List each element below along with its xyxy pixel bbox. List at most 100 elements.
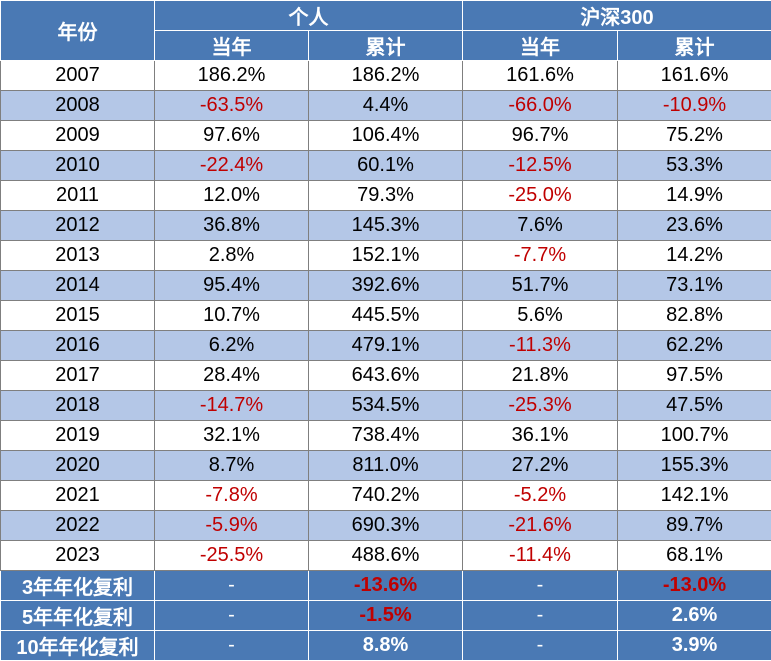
personal-annual-cell: 97.6%: [154, 120, 309, 151]
year-cell: 2010: [0, 150, 155, 181]
personal-annual-cell: 36.8%: [154, 210, 309, 241]
year-cell: 2012: [0, 210, 155, 241]
year-cell: 2016: [0, 330, 155, 361]
personal-annual-cell: 186.2%: [154, 60, 309, 91]
year-header: 年份: [0, 0, 155, 61]
year-cell: 2022: [0, 510, 155, 541]
summary-row: 5年年化复利 - -1.5% -2.6%: [0, 600, 771, 631]
personal-annual-cell: 8.7%: [154, 450, 309, 481]
year-cell: 2019: [0, 420, 155, 451]
summary-label-cell: 10年年化复利: [0, 630, 155, 661]
index-cumulative-cell: 14.9%: [617, 180, 771, 211]
index-annual-cell: -11.4%: [462, 540, 618, 571]
index-cumulative-cell: -10.9%: [617, 90, 771, 121]
index-cumulative-cell: 47.5%: [617, 390, 771, 421]
index-annual-cell: -66.0%: [462, 90, 618, 121]
personal-cumulative-cell: 60.1%: [308, 150, 463, 181]
personal-annual-cell: 28.4%: [154, 360, 309, 391]
summary-row: 3年年化复利 - -13.6% - -13.0%: [0, 570, 771, 601]
index-annual-cell: 5.6%: [462, 300, 618, 331]
year-cell: 2020: [0, 450, 155, 481]
index-annual-cell: -: [462, 600, 618, 631]
index-cumulative-cell: 82.8%: [617, 300, 771, 331]
personal-cumulative-cell: 445.5%: [308, 300, 463, 331]
personal-cumulative-cell: 145.3%: [308, 210, 463, 241]
index-cumulative-cell: 155.3%: [617, 450, 771, 481]
year-cell: 2011: [0, 180, 155, 211]
personal-annual-cell: -: [154, 600, 309, 631]
index-annual-cell: -25.3%: [462, 390, 618, 421]
personal-cumulative-cell: 740.2%: [308, 480, 463, 511]
table-row: 2022 -5.9% 690.3% -21.6% 89.7%: [0, 510, 771, 541]
personal-cumulative-cell: 488.6%: [308, 540, 463, 571]
index-cumulative-cell: -13.0%: [617, 570, 771, 601]
index-cumulative-cell: 75.2%: [617, 120, 771, 151]
personal-cumulative-cell: -1.5%: [308, 600, 463, 631]
index-annual-cell: 96.7%: [462, 120, 618, 151]
index-cumulative-cell: 14.2%: [617, 240, 771, 271]
personal-cumulative-cell: 534.5%: [308, 390, 463, 421]
table-row: 2008 -63.5% 4.4% -66.0% -10.9%: [0, 90, 771, 121]
personal-annual-cell: 12.0%: [154, 180, 309, 211]
table-row: 2011 12.0% 79.3% -25.0% 14.9%: [0, 180, 771, 211]
table-row: 2007 186.2% 186.2% 161.6% 161.6%: [0, 60, 771, 91]
index-annual-cell: 51.7%: [462, 270, 618, 301]
personal-cumulative-cell: 4.4%: [308, 90, 463, 121]
table-row: 2012 36.8% 145.3% 7.6% 23.6%: [0, 210, 771, 241]
index-cumulative-cell: 73.1%: [617, 270, 771, 301]
index-cumulative-cell: 142.1%: [617, 480, 771, 511]
index-cumulative-cell: 161.6%: [617, 60, 771, 91]
personal-cumulative-cell: 479.1%: [308, 330, 463, 361]
personal-cumulative-cell: 79.3%: [308, 180, 463, 211]
personal-cumulative-cell: 811.0%: [308, 450, 463, 481]
index-annual-cell: -: [462, 570, 618, 601]
personal-annual-cell: -7.8%: [154, 480, 309, 511]
index-annual-cell: 161.6%: [462, 60, 618, 91]
year-cell: 2008: [0, 90, 155, 121]
personal-cumulative-cell: 186.2%: [308, 60, 463, 91]
index-annual-cell: -5.2%: [462, 480, 618, 511]
table-row: 2014 95.4% 392.6% 51.7% 73.1%: [0, 270, 771, 301]
year-cell: 2017: [0, 360, 155, 391]
index-cumulative-cell: 68.1%: [617, 540, 771, 571]
index-annual-cell: -: [462, 630, 618, 661]
table-row: 2023 -25.5% 488.6% -11.4% 68.1%: [0, 540, 771, 571]
index-cumulative-cell: 23.6%: [617, 210, 771, 241]
summary-label-cell: 3年年化复利: [0, 570, 155, 601]
personal-annual-cell: -14.7%: [154, 390, 309, 421]
summary-row: 10年年化复利 -8.8% -3.9%: [0, 630, 771, 661]
personal-annual-cell: -: [154, 570, 309, 601]
year-cell: 2018: [0, 390, 155, 421]
index-annual-header: 当年: [462, 30, 618, 61]
index-annual-cell: -25.0%: [462, 180, 618, 211]
personal-cumulative-cell: 738.4%: [308, 420, 463, 451]
index-annual-cell: 36.1%: [462, 420, 618, 451]
index-cumulative-cell: 3.9%: [617, 630, 771, 661]
personal-annual-cell: -22.4%: [154, 150, 309, 181]
table-row: 2019 32.1% 738.4% 36.1% 100.7%: [0, 420, 771, 451]
table-row: 2009 97.6% 106.4% 96.7% 75.2%: [0, 120, 771, 151]
index-annual-cell: -21.6%: [462, 510, 618, 541]
index-annual-cell: 21.8%: [462, 360, 618, 391]
table-row: 2015 10.7% 445.5% 5.6% 82.8%: [0, 300, 771, 331]
year-cell: 2013: [0, 240, 155, 271]
personal-cumulative-cell: -13.6%: [308, 570, 463, 601]
personal-cumulative-cell: 392.6%: [308, 270, 463, 301]
year-cell: 2015: [0, 300, 155, 331]
personal-annual-cell: 2.8%: [154, 240, 309, 271]
header-row-subcolumns: 当年 累计 当年 累计: [1, 30, 771, 61]
index-cumulative-cell: 97.5%: [617, 360, 771, 391]
table-summary: 3年年化复利 - -13.6% - -13.0% 5年年化复利 - -1.5% -2.6% 10年…: [0, 570, 771, 661]
personal-annual-cell: -: [154, 630, 309, 661]
index-annual-cell: -12.5%: [462, 150, 618, 181]
index-cumulative-cell: 62.2%: [617, 330, 771, 361]
index-annual-cell: -11.3%: [462, 330, 618, 361]
personal-annual-cell: 6.2%: [154, 330, 309, 361]
personal-annual-cell: -5.9%: [154, 510, 309, 541]
header-row-groups: 年份 个人 沪深300: [0, 0, 771, 61]
index-cumulative-cell: 53.3%: [617, 150, 771, 181]
personal-annual-cell: -63.5%: [154, 90, 309, 121]
personal-annual-cell: 32.1%: [154, 420, 309, 451]
index-cumulative-cell: 89.7%: [617, 510, 771, 541]
